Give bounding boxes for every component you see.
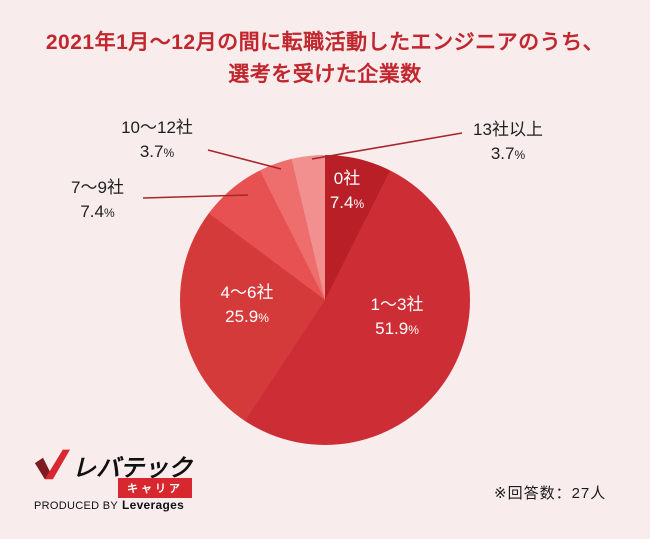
value-number: 51.9 — [375, 319, 409, 338]
pie-label-0sha: 0社 7.4% — [307, 167, 387, 216]
value-number: 3.7 — [139, 142, 164, 161]
chart-title-line1: 2021年1月〜12月の間に転職活動したエンジニアのうち、 — [45, 31, 605, 54]
percent-sign: % — [258, 311, 269, 325]
percent-sign: % — [103, 206, 115, 220]
percent-sign: % — [408, 323, 419, 337]
percent-sign: % — [163, 146, 175, 160]
pie-label-7-9sha: 7〜9社 7.4% — [50, 176, 145, 225]
levtech-check-icon — [34, 449, 70, 480]
slice-name: 0社 — [333, 169, 361, 188]
slice-value: 7.4% — [50, 200, 145, 225]
levtech-career-logo: レバテック キャリア PRODUCED BY Leverages — [34, 447, 199, 512]
respondent-count-note: ※回答数：27人 — [494, 485, 607, 502]
slice-value: 3.7% — [452, 142, 564, 167]
slice-value: 7.4% — [307, 191, 387, 216]
slice-name: 7〜9社 — [71, 178, 124, 197]
pie-chart — [180, 155, 470, 445]
value-number: 7.4 — [329, 193, 354, 212]
slice-name: 13社以上 — [473, 120, 543, 139]
slice-name: 1〜3社 — [370, 295, 424, 314]
logo-brand-text: レバテック — [72, 455, 192, 482]
slice-name: 10〜12社 — [121, 118, 193, 137]
logo-career-badge: キャリア — [118, 478, 192, 498]
slice-value: 51.9% — [342, 317, 452, 342]
pie-label-4-6sha: 4〜6社 25.9% — [192, 281, 302, 330]
value-number: 7.4 — [80, 202, 104, 221]
chart-title-line2: 選考を受けた企業数 — [228, 63, 422, 86]
slice-value: 3.7% — [104, 140, 210, 165]
value-number: 3.7 — [490, 144, 515, 163]
pie-label-13sha-ijou: 13社以上 3.7% — [452, 118, 564, 167]
pie-label-1-3sha: 1〜3社 51.9% — [342, 293, 452, 342]
chart-title: 2021年1月〜12月の間に転職活動したエンジニアのうち、 選考を受けた企業数 — [0, 27, 650, 91]
slice-name: 4〜6社 — [220, 283, 274, 302]
pie-label-10-12sha: 10〜12社 3.7% — [104, 116, 210, 165]
produced-by-prefix: PRODUCED BY — [34, 500, 118, 512]
percent-sign: % — [514, 148, 526, 162]
logo-produced-by: PRODUCED BY Leverages — [34, 498, 184, 512]
slice-value: 25.9% — [192, 305, 302, 330]
value-number: 25.9 — [225, 307, 259, 326]
produced-by-brand: Leverages — [121, 498, 185, 512]
percent-sign: % — [353, 197, 365, 211]
